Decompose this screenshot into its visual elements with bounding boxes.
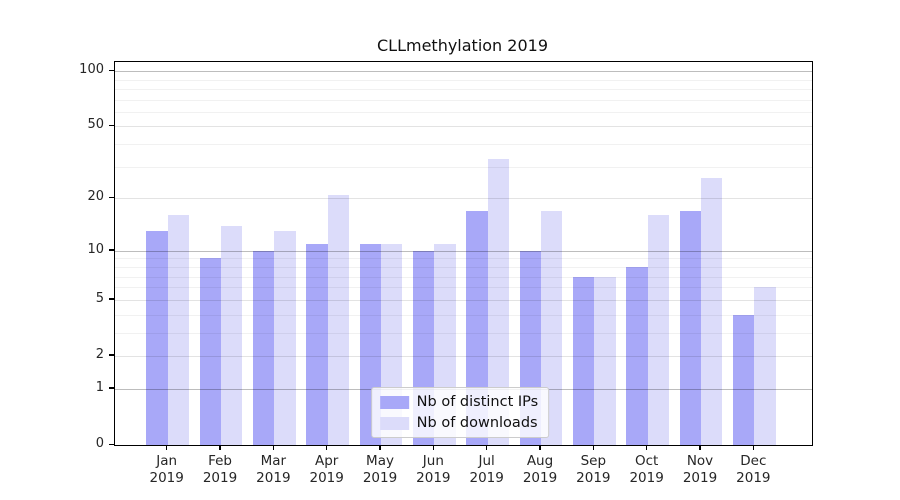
y-tick-mark bbox=[109, 124, 114, 127]
legend-item-downloads: Nb of downloads bbox=[379, 415, 539, 431]
x-tick-mark bbox=[752, 445, 755, 450]
bar-distinct-ips-apr bbox=[306, 243, 328, 445]
bar-downloads-dec bbox=[754, 287, 776, 445]
x-tick-label-jul: Jul 2019 bbox=[469, 453, 504, 486]
gridline-y-80 bbox=[115, 88, 812, 90]
legend-label: Nb of distinct IPs bbox=[416, 394, 539, 410]
bar-distinct-ips-nov bbox=[679, 210, 701, 445]
y-tick-label-10: 10 bbox=[87, 241, 104, 257]
bar-downloads-jan bbox=[167, 215, 189, 445]
bar-distinct-ips-mar bbox=[253, 250, 275, 445]
y-tick-label-50: 50 bbox=[87, 117, 104, 133]
x-tick-mark bbox=[379, 445, 381, 450]
y-tick-mark bbox=[109, 69, 114, 72]
x-tick-label-feb: Feb 2019 bbox=[202, 453, 238, 486]
y-tick-label-5: 5 bbox=[95, 290, 104, 306]
bar-distinct-ips-sep bbox=[573, 276, 595, 445]
bar-distinct-ips-dec bbox=[733, 314, 755, 445]
x-tick-mark bbox=[592, 445, 595, 450]
plot-area: Nb of distinct IPs Nb of downloads bbox=[114, 61, 813, 446]
gridline-y-100 bbox=[115, 71, 812, 73]
x-tick-mark bbox=[485, 445, 488, 450]
legend-swatch bbox=[379, 395, 409, 409]
x-tick-label-jun: Jun 2019 bbox=[416, 453, 451, 486]
x-tick-mark bbox=[219, 445, 221, 450]
bar-downloads-nov bbox=[701, 177, 723, 445]
bar-downloads-oct bbox=[647, 215, 669, 445]
bar-downloads-mar bbox=[274, 231, 296, 445]
bar-downloads-apr bbox=[327, 194, 349, 445]
bar-downloads-sep bbox=[594, 276, 616, 445]
bar-downloads-feb bbox=[221, 225, 243, 445]
x-tick-mark bbox=[165, 445, 168, 450]
y-tick-mark bbox=[109, 196, 114, 199]
bar-distinct-ips-feb bbox=[199, 258, 222, 445]
x-tick-label-may: May 2019 bbox=[362, 453, 398, 486]
gridline-y-60 bbox=[115, 111, 812, 113]
y-tick-label-0: 0 bbox=[95, 436, 104, 451]
bar-distinct-ips-jan bbox=[146, 231, 168, 445]
gridline-y-90 bbox=[115, 79, 812, 81]
y-tick-mark bbox=[109, 249, 114, 251]
y-tick-mark bbox=[109, 387, 114, 389]
x-tick-label-aug: Aug 2019 bbox=[522, 453, 558, 486]
x-tick-label-dec: Dec 2019 bbox=[736, 453, 771, 486]
bar-downloads-jul bbox=[487, 159, 509, 445]
y-tick-label-2: 2 bbox=[95, 346, 104, 362]
x-tick-label-sep: Sep 2019 bbox=[576, 453, 611, 486]
legend: Nb of distinct IPs Nb of downloads bbox=[370, 387, 550, 438]
x-tick-mark bbox=[325, 445, 328, 450]
bar-distinct-ips-oct bbox=[626, 267, 648, 445]
x-tick-label-apr: Apr 2019 bbox=[309, 453, 344, 486]
chart-title: CLLmethylation 2019 bbox=[376, 36, 548, 55]
x-tick-mark bbox=[539, 445, 541, 450]
gridline-y-40 bbox=[115, 144, 812, 146]
gridline-y-70 bbox=[115, 99, 812, 101]
y-tick-label-20: 20 bbox=[87, 189, 104, 205]
legend-label: Nb of downloads bbox=[416, 415, 538, 431]
x-tick-mark bbox=[645, 445, 648, 450]
y-tick-mark bbox=[109, 443, 114, 445]
legend-swatch bbox=[379, 416, 409, 430]
x-tick-label-oct: Oct 2019 bbox=[629, 453, 664, 486]
legend-item-distinct-ips: Nb of distinct IPs bbox=[379, 394, 539, 410]
gridline-y-30 bbox=[115, 166, 812, 168]
y-tick-label-100: 100 bbox=[79, 62, 104, 78]
x-tick-label-mar: Mar 2019 bbox=[256, 453, 291, 486]
bar-distinct-ips-jul bbox=[466, 210, 488, 445]
x-tick-mark bbox=[432, 445, 435, 450]
x-tick-mark bbox=[272, 445, 275, 450]
gridline-y-50 bbox=[115, 126, 812, 128]
x-tick-mark bbox=[699, 445, 701, 450]
x-tick-label-jan: Jan 2019 bbox=[149, 453, 184, 486]
y-tick-label-1: 1 bbox=[95, 379, 104, 395]
y-tick-mark bbox=[109, 298, 114, 300]
y-tick-mark bbox=[109, 354, 114, 356]
bar-downloads-aug bbox=[541, 210, 563, 445]
x-tick-label-nov: Nov 2019 bbox=[682, 453, 718, 486]
